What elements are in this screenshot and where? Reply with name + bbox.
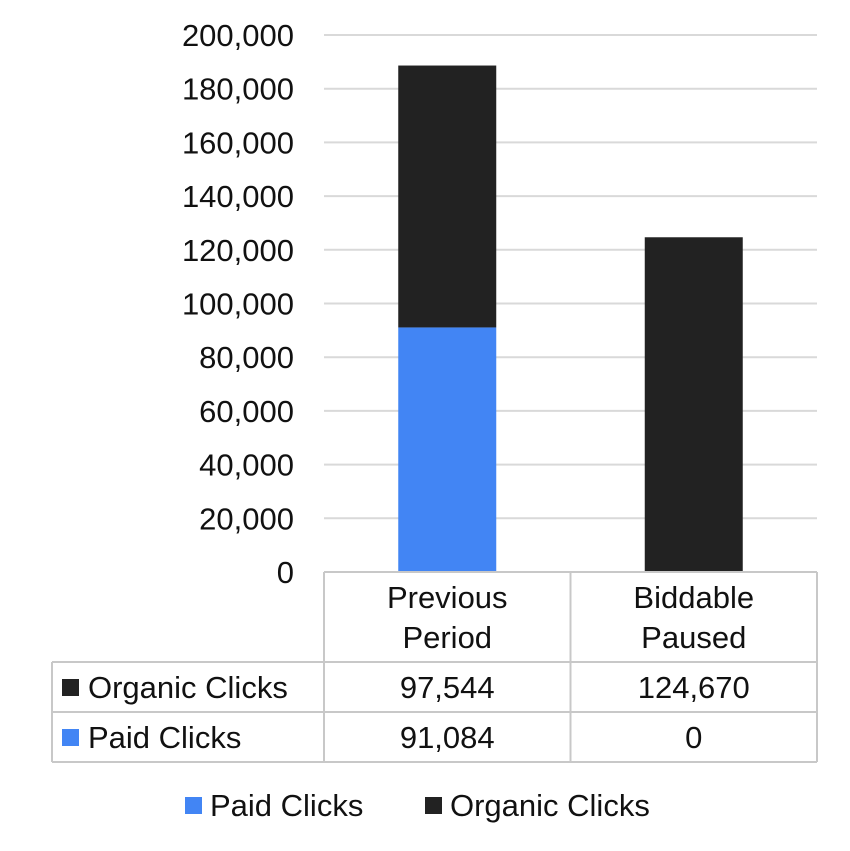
data-table-grid [51, 571, 818, 763]
y-tick-label: 120,000 [182, 233, 294, 268]
y-tick-label: 180,000 [182, 72, 294, 107]
y-tick-label: 100,000 [182, 287, 294, 322]
y-tick-label: 140,000 [182, 179, 294, 214]
category-label: Biddable [633, 580, 754, 615]
table-cell-value: 91,084 [400, 720, 495, 755]
bars [398, 65, 743, 572]
bar-organic-clicks [398, 65, 497, 328]
row-label: Organic Clicks [88, 670, 288, 705]
gridlines [324, 34, 817, 520]
bar-paid-clicks [398, 327, 497, 572]
y-tick-label: 0 [277, 555, 294, 590]
y-axis-tick-labels: 0 20,000 40,000 60,000 80,000 100,000 120,000 1… [182, 18, 294, 590]
legend-label: Paid Clicks [210, 788, 363, 823]
table-cell-value: 124,670 [638, 670, 750, 705]
legend-label: Organic Clicks [450, 788, 650, 823]
y-tick-label: 80,000 [199, 340, 294, 375]
row-label: Paid Clicks [88, 720, 241, 755]
data-table: Previous Period Biddable Paused Organic Clic… [62, 580, 754, 755]
category-label: Period [402, 620, 492, 655]
category-label: Paused [641, 620, 746, 655]
legend: Paid Clicks Organic Clicks [185, 788, 650, 823]
y-tick-label: 40,000 [199, 448, 294, 483]
y-tick-label: 200,000 [182, 18, 294, 53]
table-cell-value: 0 [685, 720, 702, 755]
row-legend-key-organic-clicks [62, 679, 79, 696]
table-cell-value: 97,544 [400, 670, 495, 705]
legend-key-paid-clicks [185, 797, 202, 814]
bar-organic-clicks [644, 237, 743, 572]
row-legend-key-paid-clicks [62, 729, 79, 746]
y-tick-label: 60,000 [199, 394, 294, 429]
y-tick-label: 20,000 [199, 501, 294, 536]
y-tick-label: 160,000 [182, 125, 294, 160]
legend-key-organic-clicks [425, 797, 442, 814]
category-label: Previous [387, 580, 508, 615]
